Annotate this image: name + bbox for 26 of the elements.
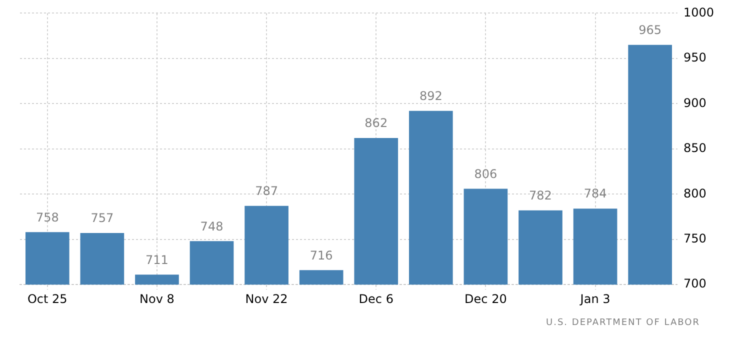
- y-tick-label: 900: [683, 96, 706, 110]
- data-label: 862: [364, 116, 388, 130]
- x-tick-label: Oct 25: [27, 292, 68, 306]
- data-label: 716: [310, 248, 333, 262]
- y-tick-label: 850: [683, 141, 706, 156]
- data-label: 784: [584, 186, 607, 201]
- data-label: 758: [36, 210, 59, 224]
- x-tick-label: Dec 6: [358, 292, 394, 306]
- y-tick-label: 1000: [683, 5, 714, 20]
- data-label: 711: [146, 252, 168, 267]
- x-tick-label: Nov 22: [245, 292, 288, 306]
- y-tick-label: 700: [683, 276, 706, 291]
- data-label: 748: [200, 219, 224, 234]
- y-tick-label: 800: [683, 186, 706, 200]
- text: U.S. DEPARTMENT OF LABOR: [546, 318, 700, 328]
- data-label: 965: [638, 22, 662, 37]
- data-label: 806: [474, 166, 498, 181]
- y-tick-label: 950: [683, 50, 706, 65]
- data-label: 892: [419, 89, 442, 104]
- x-tick-label: Dec 20: [464, 292, 507, 306]
- data-label: 757: [90, 211, 114, 226]
- x-tick-label: Nov 8: [140, 292, 174, 306]
- y-tick-label: 750: [683, 231, 706, 246]
- data-label: 787: [255, 184, 278, 198]
- x-tick-label: Jan 3: [579, 292, 610, 306]
- data-label: 782: [529, 188, 552, 203]
